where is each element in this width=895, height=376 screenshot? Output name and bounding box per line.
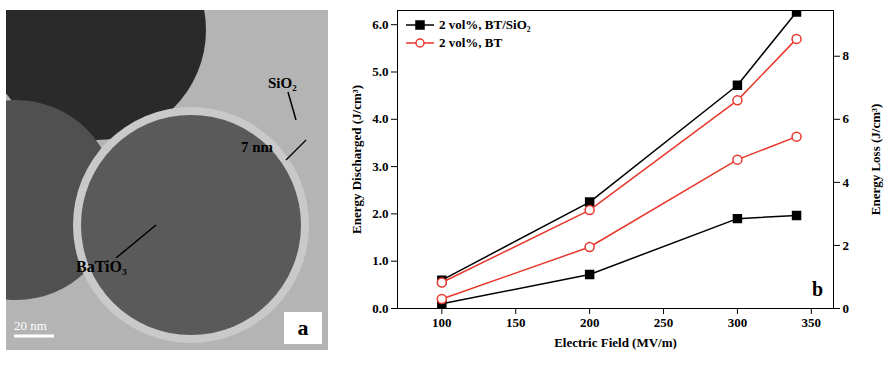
svg-text:5.0: 5.0 bbox=[372, 64, 388, 79]
html-text:2 vol%, BT/SiO₂: 2 vol%, BT/SiO₂ bbox=[439, 17, 531, 32]
svg-text:0.0: 0.0 bbox=[372, 301, 388, 316]
svg-text:Energy Loss (J/cm³): Energy Loss (J/cm³) bbox=[868, 104, 883, 216]
html-text:2 vol%, BT: 2 vol%, BT bbox=[439, 35, 503, 50]
svg-text:4: 4 bbox=[843, 175, 850, 190]
svg-text:Electric Field (MV/m): Electric Field (MV/m) bbox=[554, 335, 677, 350]
svg-text:SiO₂: SiO₂ bbox=[268, 75, 297, 91]
svg-text:1.0: 1.0 bbox=[372, 253, 388, 268]
svg-text:250: 250 bbox=[654, 315, 674, 330]
svg-text:350: 350 bbox=[802, 315, 822, 330]
svg-text:7 nm: 7 nm bbox=[241, 139, 274, 155]
svg-text:2: 2 bbox=[843, 238, 850, 253]
svg-text:0: 0 bbox=[843, 301, 850, 316]
svg-text:20 nm: 20 nm bbox=[14, 318, 47, 333]
svg-text:BaTiO₃: BaTiO₃ bbox=[76, 258, 127, 275]
svg-text:6.0: 6.0 bbox=[372, 17, 388, 32]
svg-text:2.0: 2.0 bbox=[372, 206, 388, 221]
svg-text:4.0: 4.0 bbox=[372, 111, 388, 126]
svg-text:6: 6 bbox=[843, 111, 850, 126]
html-text:b: b bbox=[811, 278, 823, 300]
svg-text:150: 150 bbox=[506, 315, 526, 330]
svg-text:100: 100 bbox=[432, 315, 452, 330]
svg-text:3.0: 3.0 bbox=[372, 159, 388, 174]
svg-text:200: 200 bbox=[580, 315, 600, 330]
svg-text:a: a bbox=[298, 315, 309, 340]
svg-text:8: 8 bbox=[843, 48, 850, 63]
svg-text:Energy Discharged (J/cm³): Energy Discharged (J/cm³) bbox=[349, 85, 364, 234]
svg-text:300: 300 bbox=[728, 315, 748, 330]
